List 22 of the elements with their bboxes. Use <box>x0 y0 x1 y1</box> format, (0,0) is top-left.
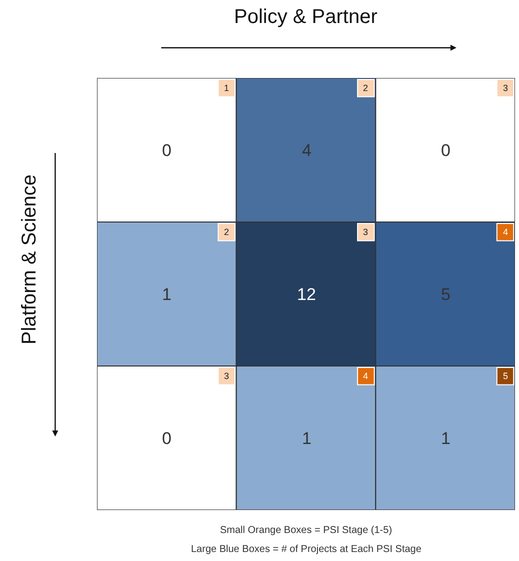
annotation: 4 <box>363 371 368 381</box>
data-label: 12 <box>297 285 316 304</box>
data-label: 0 <box>162 429 172 448</box>
data-label: 0 <box>441 141 450 160</box>
data-label: 1 <box>302 429 312 448</box>
annotation: 4 <box>503 227 508 237</box>
annotation: 5 <box>503 371 508 381</box>
data-label: 1 <box>162 285 172 304</box>
data-label: 4 <box>302 141 312 160</box>
annotation: 1 <box>224 83 230 93</box>
data-label: 1 <box>441 429 450 448</box>
annotation: 2 <box>224 227 230 237</box>
text: Large Blue Boxes = # of Projects at Each PSI Stage <box>191 544 422 555</box>
annotation: 3 <box>363 227 368 237</box>
text: Small Orange Boxes = PSI Stage (1-5) <box>220 525 392 536</box>
annotation: 3 <box>503 83 508 93</box>
data-label: 5 <box>441 285 450 304</box>
x-axis-title: Policy & Partner <box>234 6 378 28</box>
annotation: 2 <box>363 83 368 93</box>
annotation: 3 <box>224 371 230 381</box>
y-axis-title: Platform & Science <box>18 174 41 345</box>
data-label: 0 <box>162 141 172 160</box>
